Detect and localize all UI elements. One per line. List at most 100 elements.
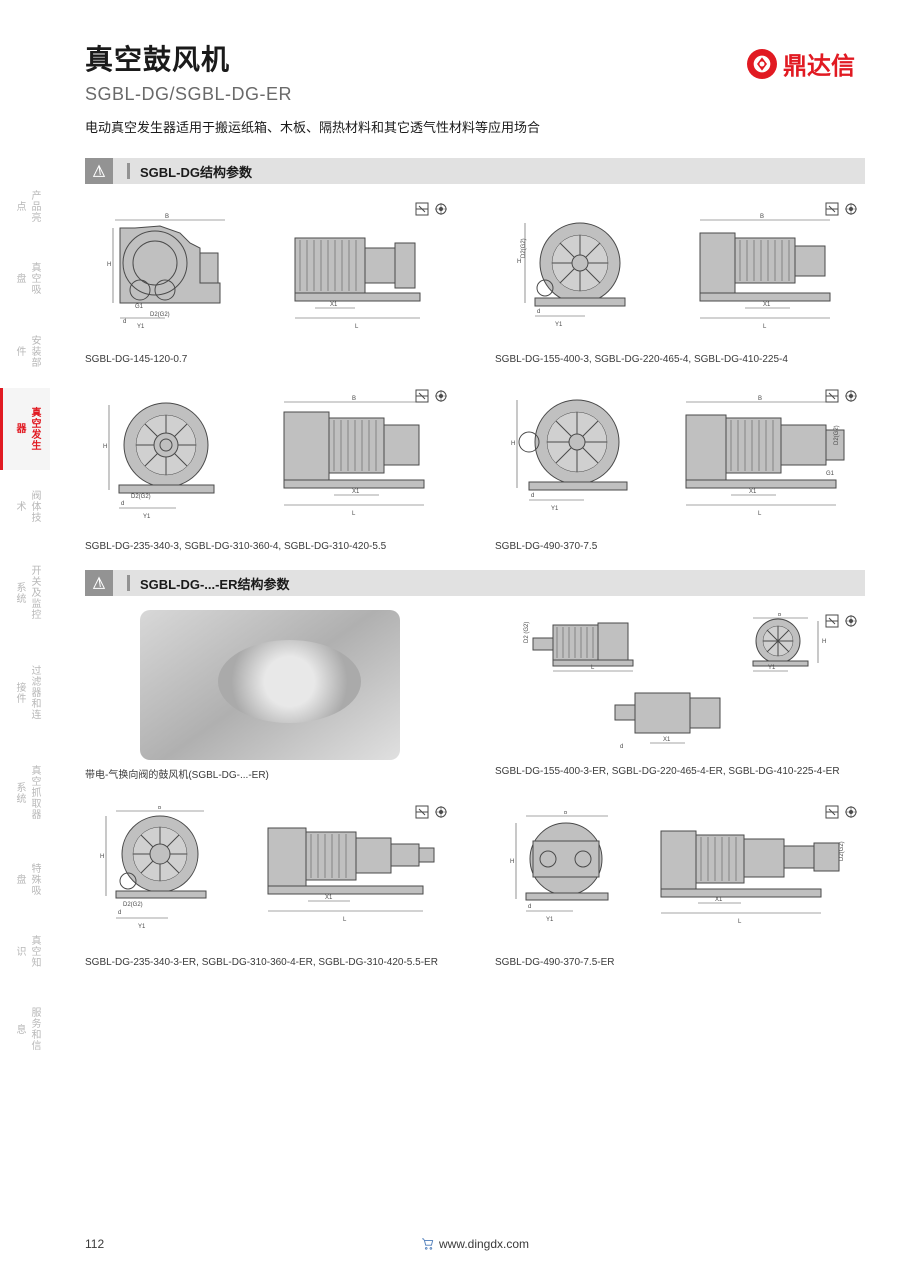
- footer-url[interactable]: www.dingdx.com: [421, 1237, 529, 1251]
- sidebar-item-switch[interactable]: 开关及监控系统: [0, 542, 50, 642]
- sidebar-item-knowledge[interactable]: 真空知识: [0, 916, 50, 989]
- svg-text:Y1: Y1: [546, 917, 554, 923]
- section-title: SGBL-DG-...-ER结构参数: [140, 574, 290, 593]
- diagram-cell: 带电-气换向阀的鼓风机(SGBL-DG-...-ER): [85, 610, 455, 781]
- section-sgbl-dg-er: SGBL-DG-...-ER结构参数 带电-气换向阀的鼓风机(SGBL-DG-.…: [85, 570, 865, 968]
- svg-text:G1: G1: [826, 471, 835, 477]
- main-content: 真空鼓风机 SGBL-DG/SGBL-DG-ER 电动真空发生器适用于搬运纸箱、…: [85, 38, 865, 986]
- compass-icon: [85, 158, 113, 184]
- svg-text:H: H: [107, 262, 111, 268]
- section-title-bar: SGBL-DG-...-ER结构参数: [113, 570, 865, 596]
- brand-logo: 鼎达信: [747, 46, 855, 81]
- diagram-caption: SGBL-DG-490-370-7.5: [495, 541, 865, 552]
- diagram-caption: SGBL-DG-235-340-3-ER, SGBL-DG-310-360-4-…: [85, 957, 455, 968]
- svg-text:Y1: Y1: [143, 514, 151, 520]
- diagram-cell: H Y1 d B D2(G2) G1 X1: [495, 385, 865, 552]
- section-sgbl-dg: SGBL-DG结构参数 B H Y1 G1: [85, 158, 865, 552]
- svg-text:d: d: [620, 744, 623, 750]
- technical-drawing: H D2(G2) Y1 d B X1 L: [85, 385, 455, 535]
- svg-text:H: H: [511, 441, 515, 447]
- svg-text:L: L: [343, 917, 347, 923]
- svg-text:X1: X1: [763, 302, 771, 308]
- page-subtitle: SGBL-DG/SGBL-DG-ER: [85, 84, 865, 105]
- compass-icon: [85, 570, 113, 596]
- sidebar-item-features[interactable]: 产品亮点: [0, 170, 50, 243]
- svg-text:B: B: [564, 811, 568, 816]
- sidebar-item-install[interactable]: 安装部件: [0, 315, 50, 388]
- diagram-cell: H B Y1 d D2(G2) X1: [495, 801, 865, 968]
- svg-text:Y1: Y1: [555, 322, 563, 328]
- svg-text:B: B: [158, 806, 162, 811]
- diagram-cell: B H Y1 G1 D2(G2) d X1 L: [85, 198, 455, 365]
- sidebar-item-gripper[interactable]: 真空抓取器系统: [0, 743, 50, 843]
- svg-text:B: B: [352, 396, 356, 402]
- diagram-cell: H B D2(G2) Y1 d X1: [85, 801, 455, 968]
- diagram-caption: SGBL-DG-145-120-0.7: [85, 354, 455, 365]
- technical-drawing: H B Y1 d D2(G2) X1: [495, 801, 865, 951]
- diagram-cell: D2 (G2) L H Y1 B: [495, 610, 865, 781]
- svg-text:Y1: Y1: [137, 324, 145, 330]
- svg-text:H: H: [103, 444, 107, 450]
- svg-text:D2(G2): D2(G2): [123, 902, 143, 908]
- page-footer: 112 www.dingdx.com: [85, 1237, 865, 1251]
- svg-text:X1: X1: [325, 895, 333, 901]
- diagram-caption: SGBL-DG-155-400-3-ER, SGBL-DG-220-465-4-…: [495, 766, 865, 777]
- sidebar-item-filter[interactable]: 过滤器和连接件: [0, 643, 50, 743]
- svg-text:G1: G1: [135, 304, 144, 310]
- sidebar-item-valve[interactable]: 阀体技术: [0, 470, 50, 543]
- sidebar-item-suction[interactable]: 真空吸盘: [0, 243, 50, 316]
- sidebar-item-special[interactable]: 特殊吸盘: [0, 843, 50, 916]
- diagram-caption: SGBL-DG-490-370-7.5-ER: [495, 957, 865, 968]
- section-title: SGBL-DG结构参数: [140, 162, 252, 181]
- svg-text:d: d: [123, 319, 126, 325]
- svg-text:X1: X1: [330, 302, 338, 308]
- svg-text:B: B: [165, 214, 169, 220]
- svg-text:d: d: [121, 501, 124, 507]
- sidebar-item-service[interactable]: 服务和信息: [0, 988, 50, 1070]
- page-number: 112: [85, 1237, 104, 1251]
- svg-text:d: d: [118, 910, 121, 916]
- svg-text:d: d: [531, 493, 534, 499]
- svg-text:H: H: [517, 259, 521, 265]
- page-description: 电动真空发生器适用于搬运纸箱、木板、隔热材料和其它透气性材料等应用场合: [85, 117, 865, 136]
- svg-text:Y1: Y1: [138, 924, 146, 930]
- svg-text:H: H: [100, 854, 104, 860]
- svg-text:H: H: [510, 859, 514, 865]
- svg-text:D2(G2): D2(G2): [131, 494, 151, 500]
- section-header: SGBL-DG结构参数: [85, 158, 865, 184]
- section-title-bar: SGBL-DG结构参数: [113, 158, 865, 184]
- technical-drawing: B H Y1 G1 D2(G2) d X1 L: [85, 198, 455, 348]
- svg-text:H: H: [822, 639, 826, 645]
- diagram-grid-2: 带电-气换向阀的鼓风机(SGBL-DG-...-ER) D2 (G2) L: [85, 610, 865, 968]
- svg-text:d: d: [528, 904, 531, 910]
- svg-text:D2(G2): D2(G2): [834, 425, 840, 445]
- sidebar-item-generator[interactable]: 真空发生器: [0, 388, 50, 470]
- svg-text:Y1: Y1: [551, 506, 559, 512]
- sidebar-nav: 产品亮点 真空吸盘 安装部件 真空发生器 阀体技术 开关及监控系统 过滤器和连接…: [0, 170, 50, 1070]
- svg-text:L: L: [738, 919, 742, 925]
- brand-icon: [747, 49, 777, 79]
- svg-text:X1: X1: [749, 489, 757, 495]
- svg-text:L: L: [758, 511, 762, 517]
- diagram-grid-1: B H Y1 G1 D2(G2) d X1 L: [85, 198, 865, 552]
- technical-drawing: D2 (G2) L H Y1 B: [495, 610, 865, 760]
- svg-text:B: B: [778, 613, 782, 618]
- diagram-caption: SGBL-DG-155-400-3, SGBL-DG-220-465-4, SG…: [495, 354, 865, 365]
- svg-text:Y1: Y1: [768, 665, 776, 671]
- svg-text:D2(G2): D2(G2): [521, 238, 527, 258]
- page-header: 真空鼓风机 SGBL-DG/SGBL-DG-ER 电动真空发生器适用于搬运纸箱、…: [85, 38, 865, 136]
- svg-text:X1: X1: [663, 737, 671, 743]
- technical-drawing: H Y1 d B D2(G2) G1 X1: [495, 385, 865, 535]
- svg-text:L: L: [763, 324, 767, 330]
- diagram-cell: H D2(G2) Y1 d B X1 L: [495, 198, 865, 365]
- svg-text:D2(G2): D2(G2): [839, 841, 845, 861]
- svg-text:X1: X1: [715, 897, 723, 903]
- technical-drawing: H B D2(G2) Y1 d X1: [85, 801, 455, 951]
- diagram-cell: H D2(G2) Y1 d B X1 L: [85, 385, 455, 552]
- technical-drawing: H D2(G2) Y1 d B X1 L: [495, 198, 865, 348]
- diagram-caption: 带电-气换向阀的鼓风机(SGBL-DG-...-ER): [85, 766, 455, 781]
- product-photo: [85, 610, 455, 760]
- svg-text:d: d: [537, 309, 540, 315]
- blower-photo-placeholder: [140, 610, 400, 760]
- svg-text:X1: X1: [352, 489, 360, 495]
